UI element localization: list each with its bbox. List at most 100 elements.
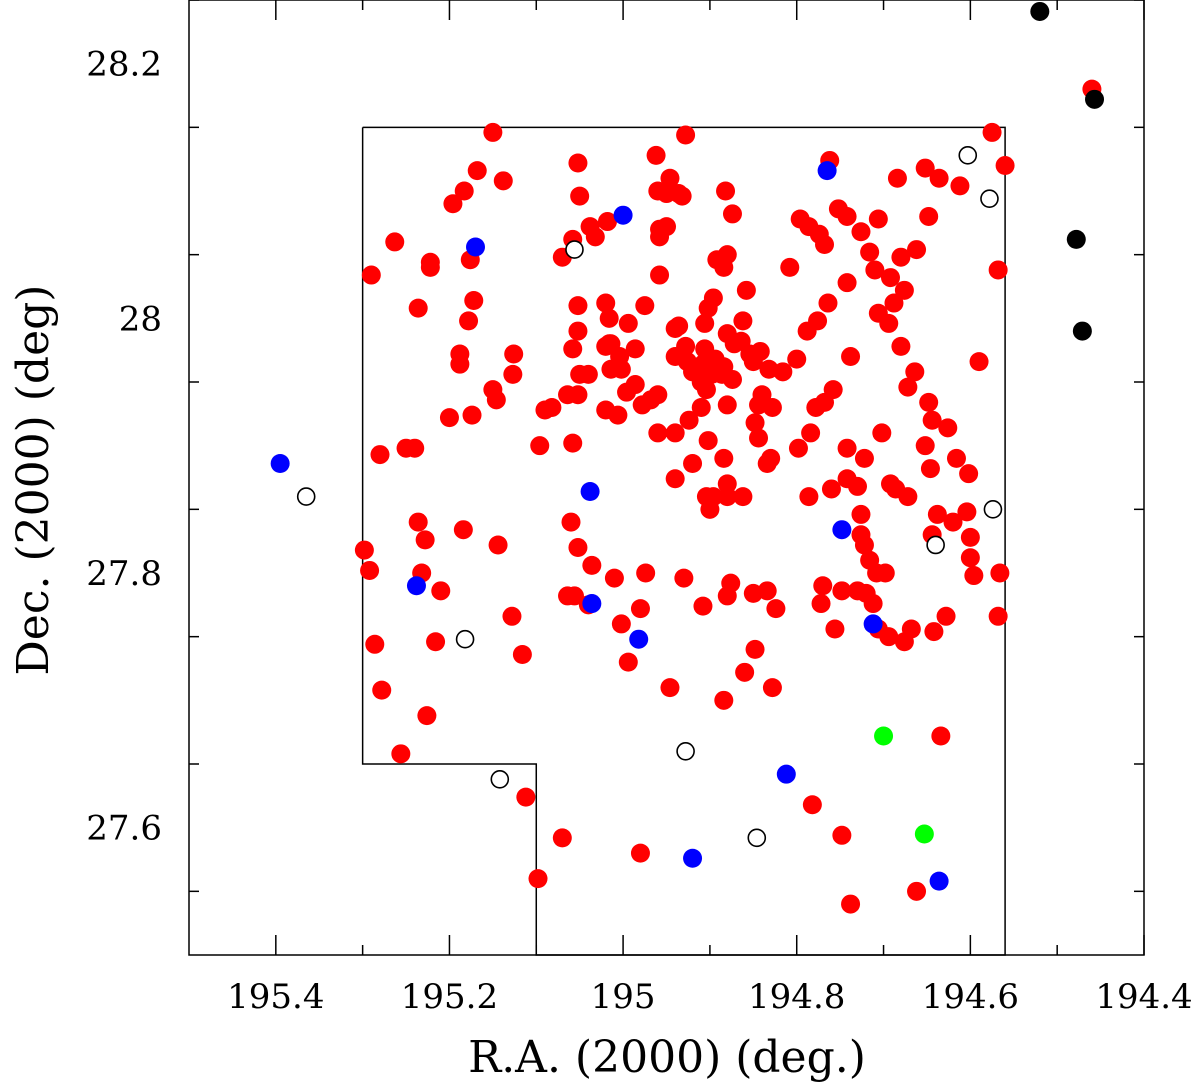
tick-labels: 195.4 195.2 195 194.8 194.6 194.4 27.6 27.8 28 28… [86,45,1192,1017]
red-point [766,599,786,619]
red-point [454,181,474,201]
red-point [372,680,392,700]
red-point [408,512,428,532]
red-point [696,380,716,400]
red-point [625,339,645,359]
red-point [464,291,484,311]
red-point [790,209,810,229]
red-point [648,423,668,443]
red-point [938,418,958,438]
red-point [630,843,650,863]
red-point [625,375,645,395]
red-point [722,204,742,224]
blue-point [683,848,703,868]
red-point [749,428,769,448]
red-point [887,168,907,188]
red-point [462,405,482,425]
red-point [762,678,782,698]
x-axis-title: R.A. (2000) (deg.) [468,1032,866,1083]
red-point [665,423,685,443]
red-point [960,548,980,568]
red-point [799,487,819,507]
open-point [676,741,695,761]
red-point [599,334,619,354]
red-point [558,385,578,405]
red-point [891,247,911,267]
red-point [988,260,1008,280]
red-point [780,257,800,277]
open-point [747,828,767,848]
red-point [636,563,656,583]
blue-point [406,576,426,596]
red-point [597,212,617,232]
red-point [837,438,857,458]
red-point [752,385,772,405]
red-point [841,894,861,914]
y-axis-title: Dec. (2000) (deg) [8,285,59,676]
y-tick-label: 28.2 [86,45,162,85]
red-point [467,161,487,181]
red-point [815,234,835,254]
survey-outline [361,126,1006,956]
red-point [818,293,838,313]
red-point [503,364,523,384]
y-tick-label: 27.8 [86,554,162,594]
black-point [1066,229,1086,249]
red-point [426,632,446,652]
red-point [946,448,966,468]
red-point [568,296,588,316]
red-point [960,527,980,547]
red-point [611,614,631,634]
red-point [695,313,715,333]
red-point [528,869,548,889]
red-point [695,339,715,359]
red-point [841,347,861,367]
red-point [396,438,416,458]
red-point [811,594,831,614]
red-point [450,354,470,374]
red-point [788,438,808,458]
red-point [957,502,977,522]
red-point [761,448,781,468]
red-point [924,622,944,642]
red-point [716,181,736,201]
red-point [691,397,711,417]
blue-point [817,161,837,181]
red-point [787,349,807,369]
red-point [683,453,703,473]
red-point [879,627,899,647]
red-point [927,504,947,524]
blue-point [776,764,796,784]
red-point [665,469,685,489]
red-point [558,586,578,606]
red-point [898,487,918,507]
red-point [563,433,583,453]
red-point [618,652,638,672]
open-point [565,240,584,259]
red-point [502,606,522,626]
red-point [420,257,440,277]
blue-point [613,205,633,225]
red-point [743,352,763,372]
red-point [717,245,737,265]
red-point [969,352,989,372]
red-point [585,227,605,247]
red-point [530,436,550,456]
red-point [391,744,411,764]
x-tick-label: 194.8 [748,977,845,1017]
red-point [676,336,696,356]
red-point [884,293,904,313]
open-point [490,769,510,789]
x-tick-label: 194.6 [922,977,1019,1017]
red-point [674,568,694,588]
open-point [983,500,1003,519]
red-point [802,795,822,815]
red-point [898,377,918,397]
red-point [717,487,737,507]
red-point [408,298,428,318]
blue-point [270,453,290,473]
red-point [453,520,473,540]
open-point [296,487,316,506]
red-point [894,632,914,652]
red-point [582,555,602,575]
